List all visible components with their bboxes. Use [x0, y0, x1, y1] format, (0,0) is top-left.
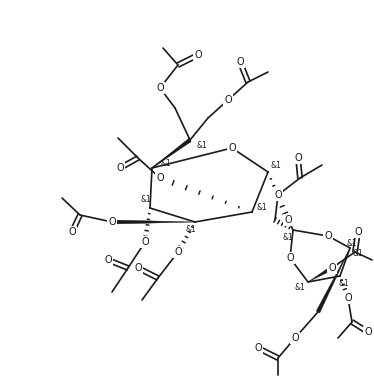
Text: O: O [104, 255, 112, 265]
Text: &1: &1 [186, 225, 196, 234]
Text: O: O [274, 190, 282, 200]
Text: O: O [156, 173, 164, 183]
Text: O: O [286, 253, 294, 263]
Text: O: O [254, 343, 262, 353]
Text: &1: &1 [257, 203, 267, 212]
Text: O: O [291, 333, 299, 343]
Text: O: O [108, 217, 116, 227]
Text: &1: &1 [141, 195, 151, 204]
Text: O: O [284, 215, 292, 225]
Text: O: O [116, 163, 124, 173]
Text: O: O [364, 327, 372, 337]
Text: O: O [141, 237, 149, 247]
Text: O: O [324, 231, 332, 241]
Text: &1: &1 [283, 233, 293, 242]
Text: O: O [236, 57, 244, 67]
Text: O: O [156, 83, 164, 93]
Text: O: O [328, 263, 336, 273]
Polygon shape [152, 138, 191, 168]
Text: &1: &1 [160, 158, 171, 168]
Text: O: O [228, 143, 236, 153]
Text: O: O [194, 50, 202, 60]
Text: O: O [354, 227, 362, 237]
Polygon shape [112, 220, 195, 224]
Text: &1: &1 [338, 280, 349, 288]
Text: O: O [134, 263, 142, 273]
Text: O: O [294, 153, 302, 163]
Polygon shape [316, 248, 350, 313]
Text: &1: &1 [353, 250, 364, 258]
Text: &1: &1 [347, 239, 358, 247]
Text: O: O [344, 293, 352, 303]
Text: &1: &1 [295, 283, 306, 293]
Text: &1: &1 [197, 141, 207, 150]
Text: O: O [174, 247, 182, 257]
Text: &1: &1 [271, 162, 281, 171]
Text: O: O [68, 227, 76, 237]
Text: O: O [224, 95, 232, 105]
Polygon shape [308, 266, 333, 282]
